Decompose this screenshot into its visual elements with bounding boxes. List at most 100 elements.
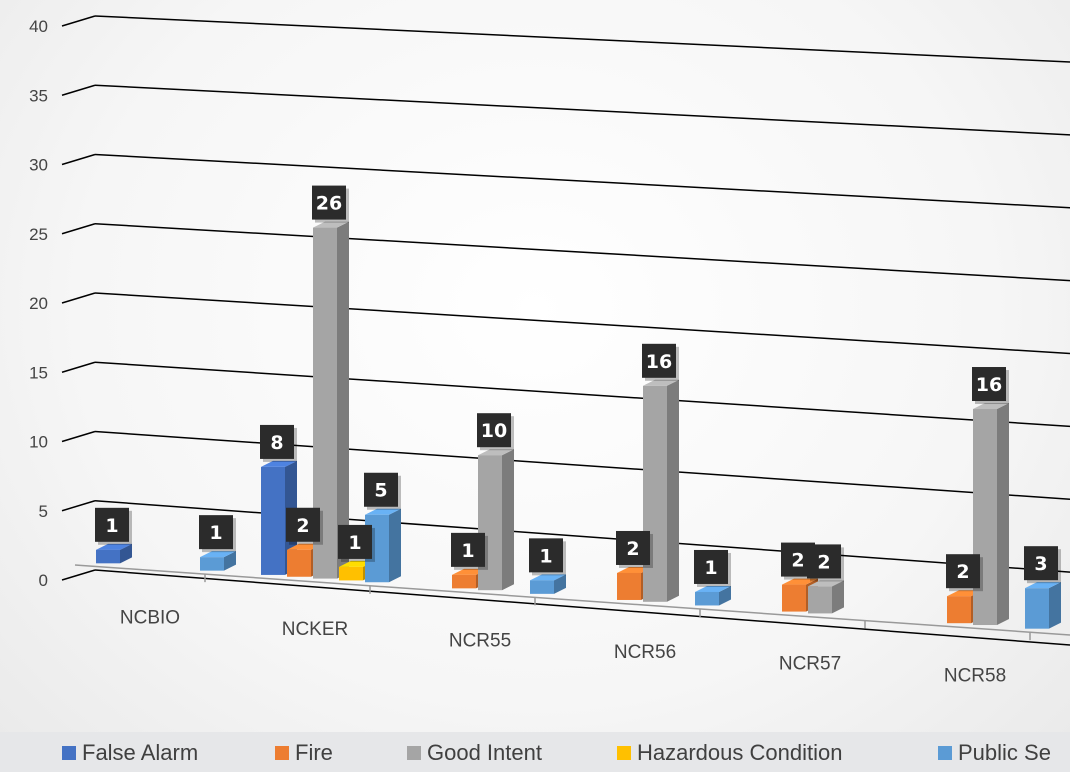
data-label-box (529, 538, 563, 573)
data-label: 1 (451, 532, 488, 570)
data-label-box (260, 424, 294, 459)
x-tick-label: NCR56 (614, 642, 676, 663)
y-tick-label: 5 (39, 502, 48, 521)
gridline-15 (94, 361, 1070, 428)
gridline-left-15 (61, 361, 96, 373)
bar-side (389, 508, 401, 583)
gridline-left-0 (61, 569, 96, 581)
bar-front (643, 385, 667, 602)
x-axis-line (74, 564, 1070, 636)
data-label-text: 16 (646, 351, 672, 373)
legend-swatch (938, 746, 952, 760)
gridline-35 (94, 84, 1070, 136)
axes: 0510152025303540NCBIONCKERNCR55NCR56NCR5… (29, 17, 1070, 686)
y-tick-label: 35 (29, 86, 48, 105)
data-label-text: 26 (316, 193, 342, 215)
chart: 0510152025303540NCBIONCKERNCR55NCR56NCR5… (29, 15, 1070, 686)
data-label: 16 (972, 367, 1009, 405)
data-label-box (616, 530, 650, 565)
data-label-box (338, 524, 372, 559)
bar-front (1025, 588, 1049, 629)
bar-front (287, 549, 311, 577)
data-label: 2 (807, 544, 844, 582)
legend-swatch (275, 746, 289, 760)
y-tick-label: 0 (39, 571, 48, 590)
data-label-box (199, 515, 233, 550)
legend-swatch (62, 746, 76, 760)
gridline-10 (94, 430, 1070, 500)
data-label-text: 1 (539, 545, 552, 567)
data-label-text: 2 (791, 550, 804, 572)
bar-side (719, 585, 731, 606)
data-label-text: 1 (348, 532, 361, 554)
data-label-text: 3 (1034, 553, 1047, 575)
data-label: 2 (616, 530, 653, 568)
legend-item: False Alarm (62, 740, 198, 766)
x-tick-label: NCR58 (944, 665, 1006, 686)
data-label-box (451, 532, 485, 567)
legend-item: Hazardous Condition (617, 740, 842, 766)
data-label: 10 (477, 413, 514, 451)
bar-side (120, 543, 132, 564)
bar (313, 221, 349, 579)
data-label: 1 (338, 524, 375, 562)
x-tick-label: NCBIO (120, 607, 180, 628)
bar-front (782, 584, 806, 612)
legend-label: Good Intent (427, 740, 542, 765)
bar-top (808, 580, 844, 587)
data-label-text: 1 (461, 540, 474, 562)
bar (478, 449, 514, 591)
y-tick-label: 30 (29, 156, 48, 175)
gridline-left-30 (61, 153, 96, 166)
x-tick-label: NCR57 (779, 654, 841, 675)
bar-top (695, 585, 731, 592)
legend-swatch (407, 746, 421, 760)
data-label-text: 2 (817, 551, 830, 573)
data-label-text: 10 (481, 420, 507, 442)
bar (973, 403, 1009, 626)
data-label: 26 (312, 185, 349, 223)
legend-swatch (617, 746, 631, 760)
data-label-box (1024, 546, 1058, 581)
data-label-box (364, 472, 398, 507)
bar-top (1025, 582, 1061, 589)
bar-front (96, 549, 120, 564)
bar-top (643, 379, 679, 386)
bar-front (452, 574, 476, 589)
bar-front (808, 586, 832, 614)
y-tick-label: 20 (29, 294, 48, 313)
data-label: 2 (946, 554, 983, 592)
bar (530, 574, 566, 594)
gridlines (61, 15, 1070, 646)
bar-top (782, 578, 818, 585)
bar-side (1049, 582, 1061, 629)
gridline-left-10 (61, 430, 96, 443)
data-label-box (286, 507, 320, 542)
gridline-left-40 (61, 15, 96, 27)
bar-side (502, 449, 514, 591)
legend-label: Public Se (958, 740, 1051, 765)
bar (808, 580, 844, 614)
data-label-box (95, 507, 129, 542)
data-label: 2 (286, 507, 323, 545)
bar-front (478, 455, 502, 591)
bar-front (973, 409, 997, 626)
data-label-box (807, 544, 841, 579)
data-label-text: 16 (976, 374, 1002, 396)
data-label-box (946, 554, 980, 589)
data-label: 3 (1024, 546, 1061, 584)
bar (1025, 582, 1061, 629)
data-label: 1 (95, 507, 132, 545)
data-label-box (972, 367, 1006, 402)
bar-front (339, 566, 363, 581)
data-label-box (694, 549, 728, 584)
bar-top (973, 403, 1009, 410)
bar-front (261, 466, 285, 575)
bar-side (224, 551, 236, 571)
data-label-text: 8 (270, 432, 283, 454)
bar-top (313, 221, 349, 228)
bar-side (997, 403, 1009, 626)
bar-front (695, 591, 719, 606)
gridline-left-35 (61, 84, 96, 96)
